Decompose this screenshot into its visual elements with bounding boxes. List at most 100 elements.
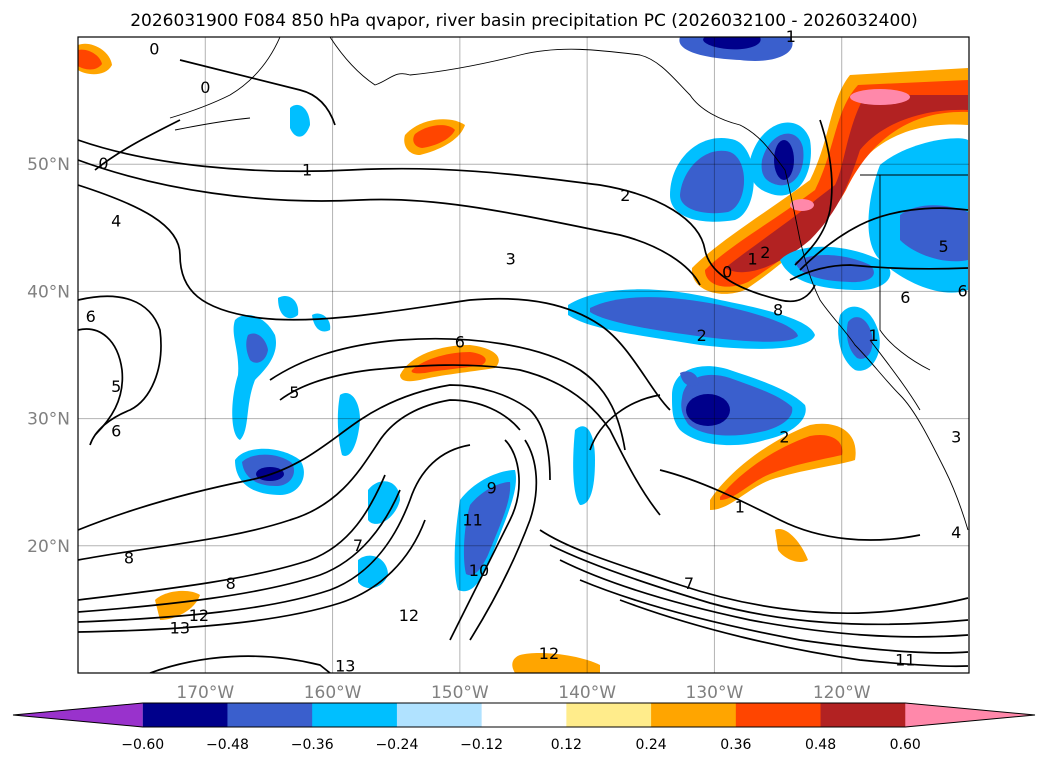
contour-label: 1: [748, 250, 758, 269]
anomaly-positive-north-core: [413, 125, 455, 148]
anomaly-negative-bc2-core: [774, 140, 794, 180]
contour-label: 0: [200, 78, 210, 97]
anomaly-negative-bc: [680, 150, 745, 214]
contour-label: 5: [289, 383, 299, 402]
contour-label: 8: [124, 549, 134, 568]
colorbar-tick-label: −0.60: [121, 737, 164, 753]
contour-label: 0: [722, 262, 732, 281]
contour-4: [78, 184, 671, 411]
anomaly-positive-central: [411, 352, 486, 374]
anomaly-negative-subtropic: [463, 482, 511, 576]
lat-label: 50°N: [27, 155, 70, 175]
colorbar-tick-label: −0.48: [206, 737, 249, 753]
lat-label: 20°N: [27, 537, 70, 557]
anomaly-negative-interior: [900, 205, 968, 262]
contour-3: [78, 159, 701, 286]
map-frame: [77, 36, 970, 674]
colorbar-outline: [12, 702, 1036, 728]
map-background: [78, 37, 969, 673]
latitude-labels: 50°N 40°N 30°N 20°N: [27, 155, 70, 557]
coastlines: [169, 37, 969, 531]
contour-7b: [539, 529, 969, 614]
contour-9: [78, 474, 386, 601]
lat-label: 30°N: [27, 410, 70, 430]
contour-label: 0: [98, 154, 108, 173]
baja: [869, 339, 921, 411]
contour-label: 11: [895, 650, 915, 669]
anomaly-negative-small5: [290, 104, 310, 137]
anomaly-positive-small1: [775, 529, 808, 562]
anomaly-positive-nw-peak2: [790, 199, 814, 211]
anomaly-positive-nw-corner-core: [78, 49, 102, 70]
contour-2: [78, 139, 816, 303]
precip-pc-shading: [78, 37, 968, 673]
contour-label: 6: [86, 307, 96, 326]
contour-label: 1: [868, 326, 878, 345]
anomaly-negative-west-streak-core: [246, 333, 268, 363]
contour-10c: [579, 579, 969, 654]
colorbar-tick-label: 0.48: [805, 737, 836, 753]
contour-7: [78, 384, 551, 531]
anomaly-negative-small1: [368, 481, 400, 524]
colorbar-tick-label: 0.36: [720, 737, 751, 753]
lon-label: 130°W: [686, 683, 744, 703]
contour-2b: [799, 207, 969, 271]
contour-4b: [659, 469, 921, 541]
longitude-labels: 170°W 160°W 150°W 140°W 130°W 120°W: [176, 683, 870, 703]
colorbar: [12, 702, 1036, 728]
contour-11: [78, 444, 471, 623]
contour-5b: [269, 337, 626, 451]
contour-label: 1: [735, 498, 745, 517]
colorbar-segment: [905, 703, 1035, 727]
contour-label: 3: [506, 250, 516, 269]
colorbar-segment: [566, 703, 652, 727]
anomaly-negative-socal: [846, 317, 873, 359]
colorbar-segment: [735, 703, 822, 727]
anomaly-negative-small7: [680, 371, 699, 387]
anomaly-negative-30n-core: [686, 394, 730, 426]
contour-label: 12: [189, 606, 209, 625]
anomaly-negative-small3: [337, 392, 360, 456]
anomaly-negative-streak2: [573, 426, 595, 505]
anomaly-positive-sw: [155, 590, 200, 620]
contour-1: [794, 119, 833, 266]
contour-8: [78, 399, 521, 561]
contour-label: 13: [335, 657, 355, 676]
contour-9b: [559, 559, 969, 638]
contour-label: 5: [111, 377, 121, 396]
contour-label: 4: [111, 211, 121, 230]
contour-5c: [789, 264, 969, 281]
contour-6a: [78, 328, 124, 436]
contour-label: 6: [900, 288, 910, 307]
contour-label: 6: [958, 281, 968, 300]
contour-label: 5: [938, 237, 948, 256]
lon-label: 140°W: [558, 683, 616, 703]
contour-10: [78, 489, 401, 613]
contour-11c: [619, 599, 969, 668]
colorbar-segment: [227, 703, 313, 727]
colorbar-tick-label: 0.60: [890, 737, 921, 753]
contour-label: 12: [399, 606, 419, 625]
contour-0b: [94, 119, 181, 171]
contour-label: 8: [773, 300, 783, 319]
contour-label: 2: [779, 428, 789, 447]
contour-label: 1: [302, 161, 312, 180]
colorbar-tick-label: 0.24: [636, 737, 667, 753]
contour-label: 3: [951, 428, 961, 447]
colorbar-tick-labels: −0.60 −0.48 −0.36 −0.24 −0.12 0.12 0.24 0.36 0.4…: [121, 737, 921, 753]
anomaly-negative-small4: [278, 295, 299, 319]
contour-label: 2: [697, 326, 707, 345]
colorbar-segment: [312, 703, 398, 727]
lon-label: 150°W: [431, 683, 489, 703]
contour-13: [149, 655, 331, 673]
anomaly-negative-band: [590, 297, 798, 342]
contour-label: 6: [455, 332, 465, 351]
contour-label: 13: [170, 618, 190, 637]
colorbar-segment: [13, 703, 143, 727]
aleutians: [174, 117, 251, 131]
colorbar-segment: [142, 703, 228, 727]
contour-6: [279, 364, 661, 516]
state-border: [879, 175, 931, 371]
colorbar-segment: [820, 703, 906, 727]
contour-label: 4: [951, 523, 961, 542]
